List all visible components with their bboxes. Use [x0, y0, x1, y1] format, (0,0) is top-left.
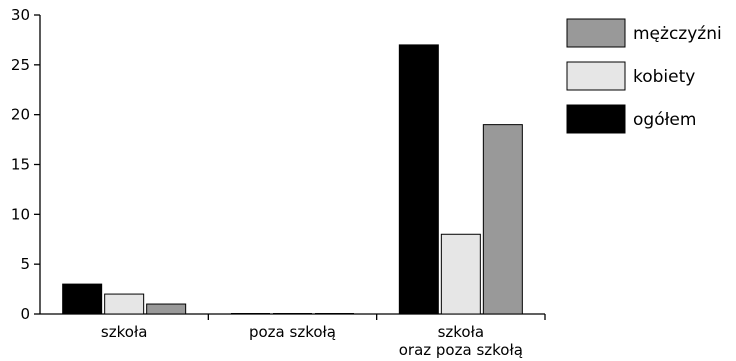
bar-ogółem-2: [398, 44, 439, 315]
y-tick-label: 20: [11, 106, 30, 124]
chart-legend: mężczyźni kobiety ogółem: [566, 18, 722, 134]
y-tick-label: 0: [20, 305, 30, 323]
bar-kobiety-2: [440, 233, 481, 315]
category-label: szkoła oraz poza szkołą: [399, 323, 523, 359]
chart-bars: [62, 44, 523, 315]
bar-mężczyźni-0: [146, 303, 187, 315]
bar-ogółem-0: [62, 283, 103, 315]
y-tick-label: 10: [11, 205, 30, 223]
bar-mężczyźni-2: [482, 124, 523, 315]
legend-swatch-1: [566, 61, 626, 91]
y-tick-label: 30: [11, 6, 30, 24]
y-tick-label: 5: [20, 255, 30, 273]
x-axis-labels: szkoła poza szkołą szkoła oraz poza szkołą: [101, 323, 523, 359]
legend-label-1: kobiety: [633, 67, 695, 87]
legend-swatch-0: [566, 18, 626, 48]
bar-kobiety-0: [104, 293, 145, 315]
category-label: poza szkołą: [249, 323, 336, 341]
y-tick-label: 25: [11, 56, 30, 74]
legend-label-0: mężczyźni: [633, 24, 722, 44]
y-tick-label: 15: [11, 156, 30, 174]
legend-swatch-2: [566, 104, 626, 134]
legend-label-2: ogółem: [633, 110, 696, 130]
category-label: szkoła: [101, 323, 147, 341]
